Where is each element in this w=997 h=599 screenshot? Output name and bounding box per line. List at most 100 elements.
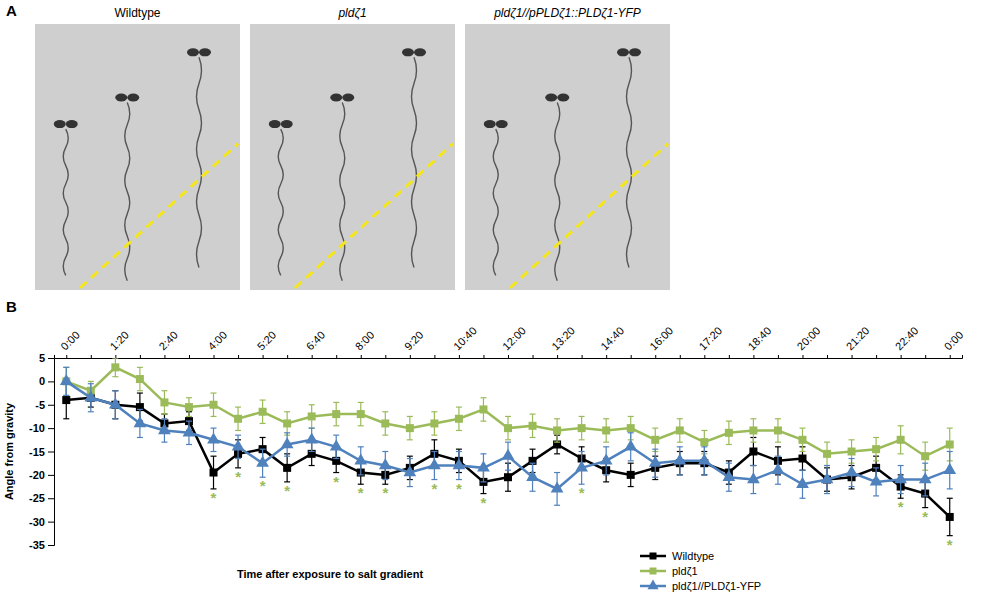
error-bar	[382, 412, 388, 435]
legend-label: pldζ1//PLDζ1-YFP	[672, 580, 761, 592]
tick-label: -10	[29, 422, 45, 434]
tick-mark	[729, 355, 730, 358]
marker	[479, 405, 487, 413]
error-bar	[211, 456, 217, 489]
tick-mark	[606, 355, 607, 358]
marker	[627, 471, 635, 479]
tick-mark	[434, 355, 435, 358]
marker	[504, 473, 512, 481]
panel-letter: B	[6, 298, 17, 315]
marker	[872, 445, 880, 453]
seedling-leaf	[496, 120, 508, 128]
tick-mark	[680, 355, 681, 358]
tick: 20:00	[795, 324, 823, 358]
tick	[631, 355, 632, 358]
tick-mark	[753, 355, 754, 358]
panel-a: AWildtypepldζ1pldζ1//pPLDζ1::PLDζ1-YFP	[6, 2, 670, 290]
marker	[136, 375, 144, 383]
tick-label: 12:00	[500, 324, 528, 352]
tick-mark	[48, 522, 54, 523]
tick-label: 16:00	[647, 324, 675, 352]
significance-mark: *	[235, 468, 241, 485]
series-line	[66, 398, 949, 517]
tick	[336, 355, 337, 358]
tick: 0:00	[942, 329, 966, 358]
legend-item: Wildtype	[640, 550, 714, 562]
tick-mark	[91, 355, 92, 358]
tick-mark	[533, 355, 534, 358]
marker	[894, 472, 907, 483]
seedling-leaf	[617, 48, 629, 56]
error-bar	[628, 463, 634, 486]
marker	[332, 410, 340, 418]
marker	[747, 472, 760, 483]
marker	[330, 439, 343, 450]
gradient-line	[80, 144, 238, 288]
legend-marker	[650, 568, 657, 575]
legend-label: Wildtype	[672, 550, 714, 562]
tick: 5:20	[255, 329, 279, 358]
marker	[158, 423, 171, 434]
tick-label: 13:20	[549, 324, 577, 352]
tick	[287, 355, 288, 358]
marker	[406, 424, 414, 432]
tick: -35	[29, 539, 54, 551]
significance-mark: *	[947, 536, 953, 553]
significance-mark: *	[284, 482, 290, 499]
marker	[136, 403, 144, 411]
error-bar	[309, 405, 315, 428]
tick-mark	[852, 355, 853, 358]
marker	[357, 410, 365, 418]
marker	[602, 426, 610, 434]
tick-mark	[802, 355, 803, 358]
error-bar	[554, 419, 560, 442]
tick: 1:20	[107, 329, 131, 358]
marker	[823, 450, 831, 458]
marker	[798, 436, 806, 444]
tick-mark	[483, 355, 484, 358]
marker	[700, 438, 708, 446]
marker	[308, 412, 316, 420]
marker	[60, 374, 73, 385]
marker	[698, 453, 711, 464]
tick	[140, 355, 141, 358]
tick: 0:00	[58, 329, 82, 358]
tick-mark	[140, 355, 141, 358]
seedling-root	[555, 103, 560, 281]
error-bar	[260, 400, 266, 423]
tick	[385, 355, 386, 358]
gradient-line	[510, 144, 668, 288]
tick	[729, 355, 730, 358]
tick-mark	[48, 405, 54, 406]
error-bar	[750, 437, 756, 465]
seedling-leaf	[402, 48, 414, 56]
legend-item: pldζ1//PLDζ1-YFP	[640, 580, 761, 592]
series	[60, 367, 956, 505]
error-bar	[799, 428, 805, 451]
tick-mark	[214, 355, 215, 358]
tick-label: 4:00	[206, 329, 230, 353]
photo-label: pldζ1	[337, 6, 366, 20]
tick-label: 9:20	[402, 329, 426, 353]
x-axis-title: Time after exposure to salt gradient	[237, 568, 424, 580]
tick-mark	[582, 355, 583, 358]
photo-label: Wildtype	[114, 6, 160, 20]
error-bar	[431, 412, 437, 435]
marker	[919, 472, 932, 483]
marker	[281, 437, 294, 448]
tick-mark	[48, 475, 54, 476]
marker	[160, 398, 168, 406]
tick-mark	[459, 355, 460, 358]
tick: 0	[39, 375, 54, 387]
seedling-leaf	[629, 48, 641, 56]
marker	[529, 457, 537, 465]
marker	[183, 425, 196, 436]
tick-mark	[385, 355, 386, 358]
significance-mark: *	[260, 477, 266, 494]
tick: -30	[29, 516, 54, 528]
marker	[749, 426, 757, 434]
seedling-leaf	[269, 120, 281, 128]
tick-mark	[704, 355, 705, 358]
tick: 13:20	[549, 324, 577, 358]
marker	[921, 452, 929, 460]
